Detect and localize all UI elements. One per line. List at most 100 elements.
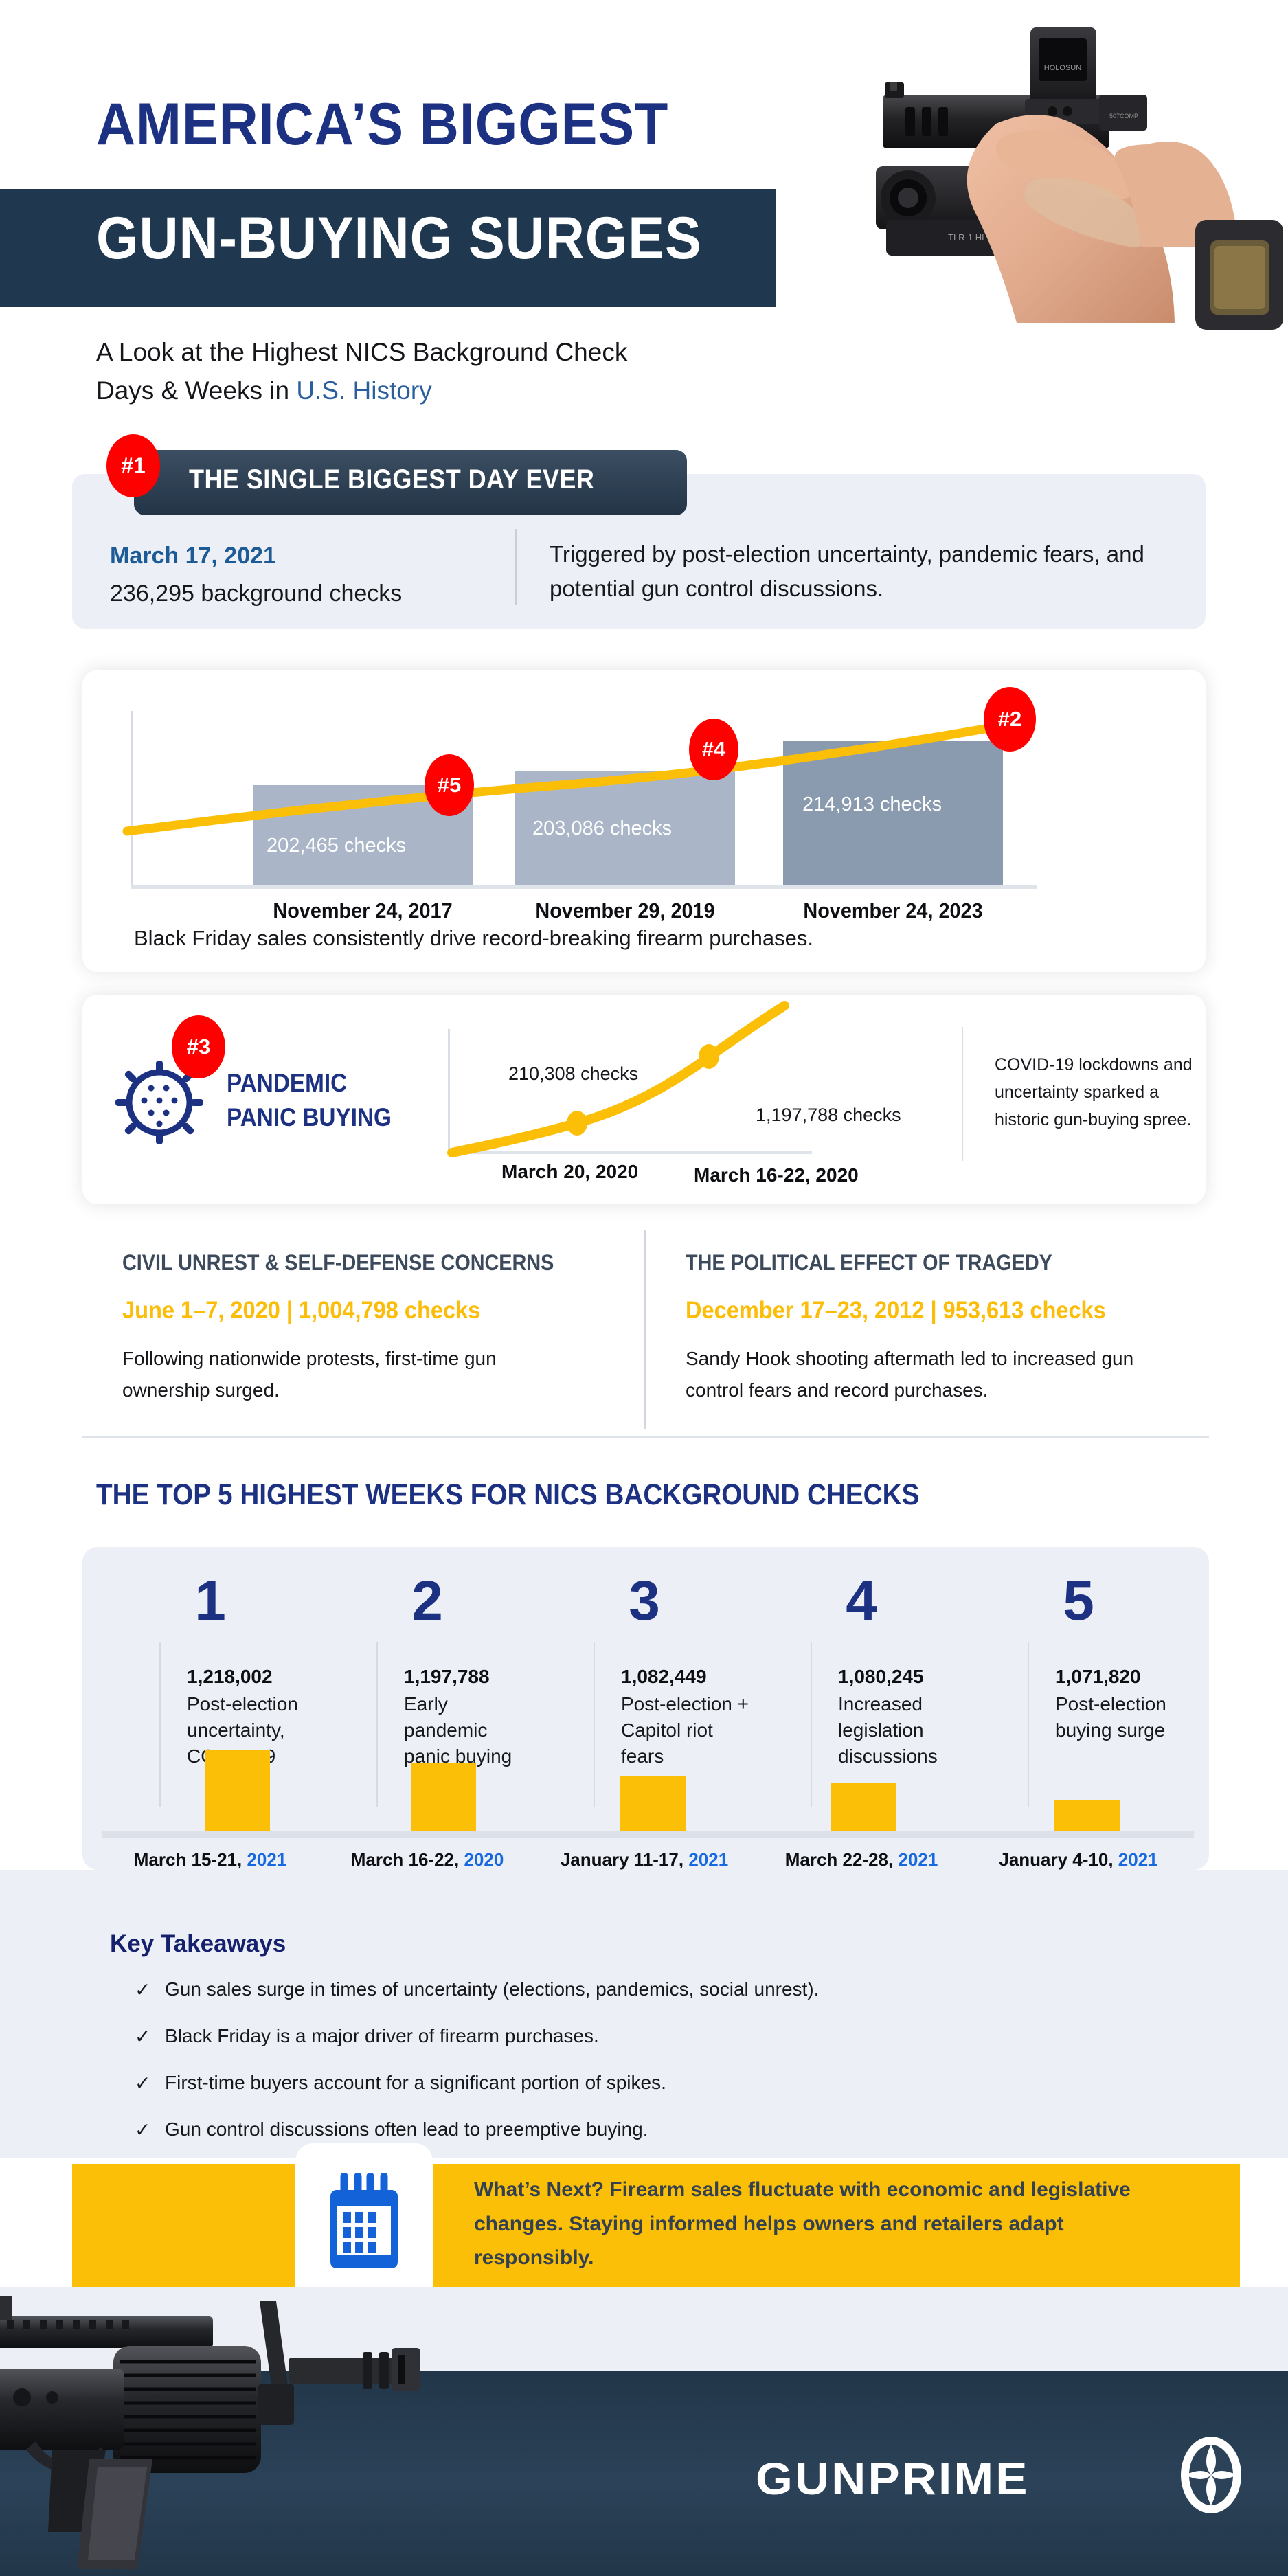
top5-title: THE TOP 5 HIGHEST WEEKS FOR NICS BACKGRO… [96, 1478, 920, 1511]
title-dark-band [0, 189, 776, 307]
top5-separator-2 [594, 1642, 595, 1807]
top5-bar-4 [1054, 1800, 1120, 1831]
rank-badge-4: #4 [689, 719, 738, 780]
black-friday-note: Black Friday sales consistently drive re… [134, 926, 813, 950]
top5-date-year-0: 2021 [247, 1849, 287, 1870]
key-takeaway-item-3: Gun control discussions often lead to pr… [165, 2119, 648, 2140]
top5-value-1: 1,197,788 [404, 1666, 490, 1687]
pandemic-line-chart [447, 1001, 789, 1157]
pandemic-value-label-0: 210,308 checks [508, 1063, 639, 1084]
civil-unrest-heading: CIVIL UNREST & SELF-DEFENSE CONCERNS [122, 1250, 554, 1275]
check-icon-2: ✓ [135, 2072, 151, 2094]
top5-rank-0: 1 [194, 1570, 226, 1632]
black-friday-x-label-0: November 24, 2017 [273, 899, 453, 923]
top5-rank-1: 2 [411, 1570, 443, 1632]
biggest-day-description: Triggered by post-election uncertainty, … [550, 541, 1144, 602]
top5-date-year-3: 2021 [898, 1849, 938, 1870]
top5-desc-2: Post-election + Capitol riot fears [621, 1693, 749, 1767]
key-takeaway-item-1: Black Friday is a major driver of firear… [165, 2025, 599, 2046]
biggest-day-pill-title: THE SINGLE BIGGEST DAY EVER [189, 464, 595, 495]
subtitle-line-1: A Look at the Highest NICS Background Ch… [96, 338, 628, 366]
top5-bar-1 [411, 1763, 476, 1831]
black-friday-bar-label-2: 214,913 checks [802, 793, 942, 815]
top5-date-2: January 11-17, 2021 [536, 1849, 753, 1871]
pandemic-title: PANDEMIC PANIC BUYING [227, 1066, 392, 1135]
top5-date-prefix-0: March 15-21, [133, 1849, 247, 1870]
top5-date-prefix-2: January 11-17, [560, 1849, 689, 1870]
biggest-day-divider [515, 529, 517, 605]
political-tragedy-description: Sandy Hook shooting aftermath led to inc… [686, 1348, 1134, 1401]
pandemic-value-label-1: 1,197,788 checks [756, 1105, 901, 1125]
top5-separator-3 [811, 1642, 812, 1807]
political-tragedy-stat: December 17–23, 2012 | 953,613 checks [686, 1297, 1106, 1324]
black-friday-x-label-2: November 24, 2023 [803, 899, 983, 923]
subtitle-link-us-history[interactable]: U.S. History [296, 376, 432, 405]
check-icon-1: ✓ [135, 2026, 151, 2047]
page-title-line-2: GUN-BUYING SURGES [96, 205, 702, 271]
calendar-icon [324, 2172, 405, 2274]
biggest-day-checks: 236,295 background checks [110, 580, 403, 607]
top5-value-0: 1,218,002 [187, 1666, 273, 1687]
pandemic-x-label-1: March 16-22, 2020 [694, 1164, 859, 1186]
svg-text:HOLOSUN: HOLOSUN [1044, 64, 1081, 72]
black-friday-bar-label-0: 202,465 checks [267, 835, 407, 857]
pandemic-divider [962, 1027, 963, 1161]
top5-date-1: March 16-22, 2020 [319, 1849, 536, 1871]
pandemic-x-label-0: March 20, 2020 [501, 1161, 639, 1182]
key-takeaway-item-0: Gun sales surge in times of uncertainty … [165, 1978, 820, 2000]
check-icon-0: ✓ [135, 1979, 151, 2000]
top5-desc-4: Post-election buying surge [1055, 1693, 1166, 1741]
top5-desc-3: Increased legislation discussions [838, 1693, 938, 1767]
civil-unrest-stat: June 1–7, 2020 | 1,004,798 checks [122, 1297, 481, 1324]
top5-date-0: March 15-21, 2021 [102, 1849, 319, 1871]
black-friday-x-label-1: November 29, 2019 [535, 899, 715, 923]
key-takeaways-title: Key Takeaways [110, 1930, 286, 1957]
hero-pistol-photo: HOLOSUN 507COMP TLR-1 HL [742, 14, 1288, 330]
svg-text:507COMP: 507COMP [1109, 113, 1138, 120]
pandemic-title-line-2: PANIC BUYING [227, 1103, 392, 1131]
top5-separator-1 [376, 1642, 378, 1807]
black-friday-bar-label-1: 203,086 checks [532, 817, 673, 839]
whats-next-banner [72, 2164, 1240, 2287]
rank-badge-5: #5 [425, 754, 474, 816]
biggest-day-pill [134, 450, 687, 515]
gunprime-wordmark: GUNPRIME [756, 2453, 1030, 2504]
top5-value-2: 1,082,449 [621, 1666, 707, 1687]
top5-date-prefix-1: March 16-22, [350, 1849, 464, 1870]
rank-badge-2: #2 [984, 687, 1036, 752]
top5-value-4: 1,071,820 [1055, 1666, 1141, 1687]
pandemic-x-axis [448, 1151, 812, 1154]
check-icon-3: ✓ [135, 2119, 151, 2140]
top5-date-year-2: 2021 [688, 1849, 729, 1870]
top5-date-year-1: 2020 [464, 1849, 504, 1870]
top5-date-prefix-3: March 22-28, [784, 1849, 899, 1870]
calendar-icon-box [295, 2143, 433, 2305]
top5-value-3: 1,080,245 [838, 1666, 924, 1687]
whats-next-text: What’s Next? Firearm sales fluctuate wit… [474, 2178, 1131, 2269]
coronavirus-icon [110, 1044, 213, 1154]
top5-rank-4: 5 [1063, 1570, 1094, 1632]
political-tragedy-heading: THE POLITICAL EFFECT OF TRAGEDY [686, 1250, 1052, 1275]
top5-x-axis [102, 1831, 1194, 1838]
rank-badge-3: #3 [172, 1015, 225, 1078]
pandemic-title-line-1: PANDEMIC [227, 1069, 348, 1097]
key-takeaways-panel [0, 1870, 1288, 2158]
page-title-line-1: AMERICA’S BIGGEST [96, 91, 669, 157]
page-subtitle: A Look at the Highest NICS Background Ch… [96, 333, 783, 409]
black-friday-bar-2 [783, 741, 1003, 885]
section-rule [82, 1436, 1209, 1438]
svg-text:TLR-1 HL: TLR-1 HL [948, 232, 986, 242]
top5-date-3: March 22-28, 2021 [753, 1849, 970, 1871]
biggest-day-date: March 17, 2021 [110, 543, 276, 569]
pandemic-y-axis [448, 1029, 450, 1153]
top5-date-prefix-4: January 4-10, [999, 1849, 1118, 1870]
key-takeaway-item-2: First-time buyers account for a signific… [165, 2072, 666, 2093]
subtitle-line-2a: Days & Weeks in [96, 376, 297, 405]
two-column-divider [644, 1230, 646, 1429]
top5-rank-3: 4 [846, 1570, 877, 1632]
black-friday-x-axis [131, 885, 1037, 889]
pandemic-description: COVID-19 lockdowns and uncertainty spark… [995, 1055, 1193, 1129]
black-friday-trendline [122, 719, 1021, 836]
top5-date-4: January 4-10, 2021 [970, 1849, 1187, 1871]
